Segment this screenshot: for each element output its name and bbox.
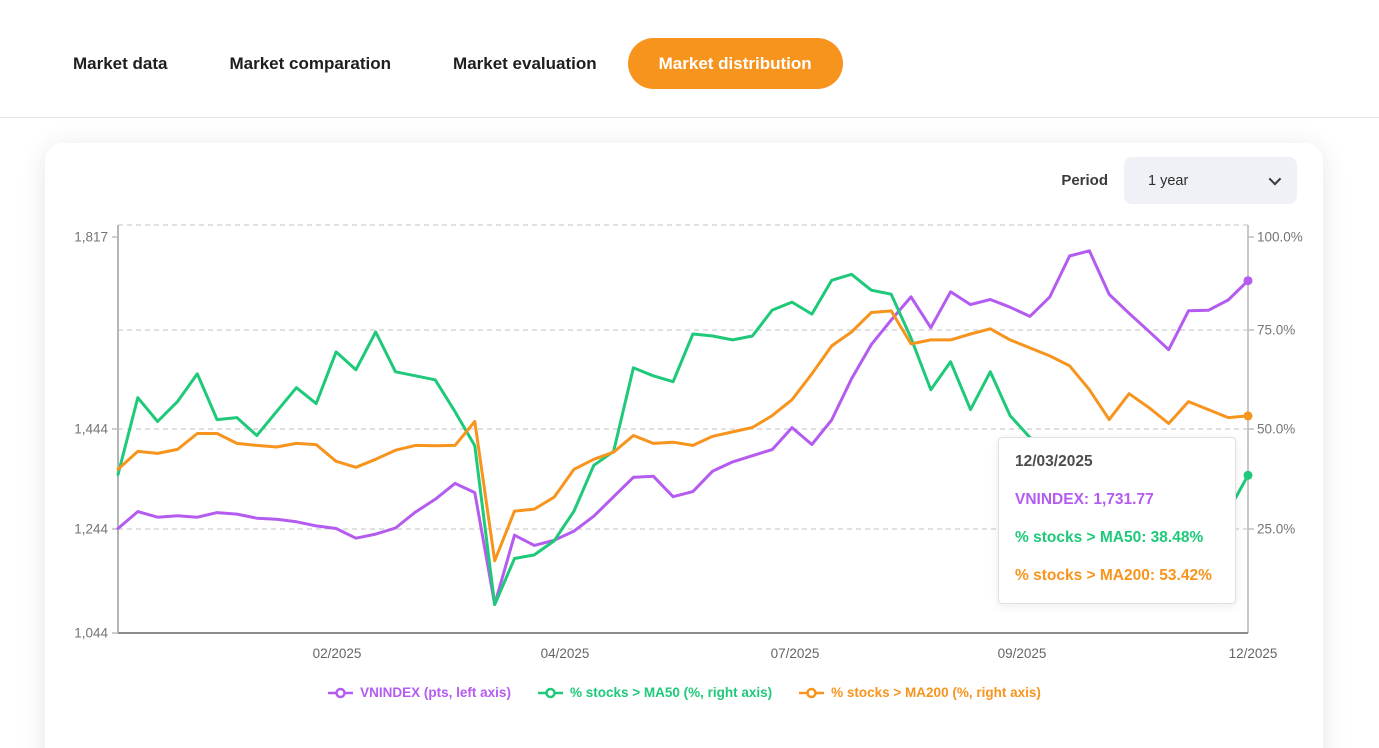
period-value: 1 year (1148, 172, 1189, 189)
tab-market-distribution[interactable]: Market distribution (627, 38, 843, 89)
left-axis-label: 1,817 (74, 230, 108, 245)
tooltip-row-vnindex: VNINDEX: 1,731.77 (1015, 491, 1154, 508)
divider (0, 117, 1379, 118)
tab-market-evaluation[interactable]: Market evaluation (453, 53, 597, 73)
legend-marker-icon (537, 687, 563, 698)
left-axis-label: 1,444 (74, 422, 108, 437)
right-axis-label: 25.0% (1257, 522, 1295, 537)
left-axis-label: 1,044 (74, 626, 108, 641)
tab-bar: Market data Market comparation Market ev… (0, 38, 1379, 89)
series-line-ma200 (116, 309, 1250, 563)
series-end-dot (1243, 411, 1253, 421)
x-axis-label: 02/2025 (313, 646, 362, 661)
period-label: Period (1061, 172, 1108, 189)
left-axis-label: 1,244 (74, 522, 108, 537)
legend-marker-icon (328, 687, 354, 698)
x-axis-label: 07/2025 (771, 646, 820, 661)
right-axis-label: 50.0% (1257, 422, 1295, 437)
chart-area[interactable]: 1,817 1,444 1,244 1,044 100.0% 75.0% 50.0% 25.0… (45, 204, 1323, 679)
period-dropdown[interactable]: 1 year (1124, 157, 1297, 204)
tab-market-comparation[interactable]: Market comparation (229, 53, 392, 73)
legend-item-ma50[interactable]: % stocks > MA50 (%, right axis) (537, 685, 772, 700)
right-axis-label: 75.0% (1257, 323, 1295, 338)
x-axis-label: 09/2025 (998, 646, 1047, 661)
x-axis-label: 12/2025 (1229, 646, 1278, 661)
series-line-vnindex (116, 249, 1250, 606)
legend-label: VNINDEX (pts, left axis) (360, 685, 511, 700)
series-end-dot (1243, 276, 1253, 286)
tooltip-row-ma200: % stocks > MA200: 53.42% (1015, 567, 1212, 584)
chart-tooltip: 12/03/2025 VNINDEX: 1,731.77 % stocks > … (998, 437, 1236, 604)
tooltip-row-ma50: % stocks > MA50: 38.48% (1015, 529, 1204, 546)
period-row: Period 1 year (45, 143, 1323, 204)
legend-label: % stocks > MA200 (%, right axis) (831, 685, 1041, 700)
series-end-dot (1243, 470, 1253, 480)
chart-card: Period 1 year 1,817 1,444 1,244 1,044 100.0%… (45, 143, 1323, 748)
line-chart: 1,817 1,444 1,244 1,044 100.0% 75.0% 50.0% 25.0… (74, 224, 1303, 661)
legend-marker-icon (799, 687, 825, 698)
chevron-down-icon (1268, 172, 1282, 186)
right-axis-label: 100.0% (1257, 230, 1303, 245)
tab-market-data[interactable]: Market data (73, 53, 168, 73)
tooltip-date: 12/03/2025 (1015, 453, 1093, 470)
legend-item-vnindex[interactable]: VNINDEX (pts, left axis) (327, 685, 511, 700)
legend-label: % stocks > MA50 (%, right axis) (569, 685, 773, 700)
chart-legend: VNINDEX (pts, left axis) % stocks > MA50… (45, 685, 1323, 700)
x-axis-label: 04/2025 (541, 646, 590, 661)
legend-item-ma200[interactable]: % stocks > MA200 (%, right axis) (798, 685, 1041, 700)
